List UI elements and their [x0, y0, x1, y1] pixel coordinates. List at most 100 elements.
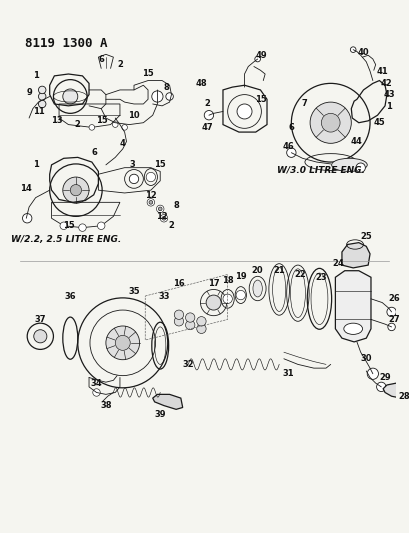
- Circle shape: [34, 330, 47, 343]
- Text: 12: 12: [156, 212, 168, 221]
- Circle shape: [355, 163, 364, 172]
- Text: 2: 2: [168, 221, 174, 230]
- Circle shape: [70, 184, 81, 196]
- Ellipse shape: [331, 158, 366, 172]
- Circle shape: [387, 323, 394, 330]
- Ellipse shape: [252, 280, 262, 297]
- Text: 9: 9: [26, 88, 32, 97]
- Text: 27: 27: [388, 315, 399, 324]
- Text: 16: 16: [173, 279, 184, 288]
- Text: 10: 10: [128, 111, 139, 120]
- Text: 7: 7: [301, 100, 307, 109]
- Text: 15: 15: [254, 95, 266, 104]
- Text: 6: 6: [288, 123, 294, 132]
- Circle shape: [236, 290, 245, 300]
- Text: 1: 1: [33, 71, 38, 80]
- Text: 49: 49: [255, 51, 267, 60]
- Circle shape: [63, 177, 89, 203]
- Circle shape: [350, 47, 355, 52]
- Ellipse shape: [343, 323, 362, 334]
- Circle shape: [204, 110, 213, 120]
- Polygon shape: [382, 383, 405, 398]
- Circle shape: [146, 172, 155, 182]
- Circle shape: [376, 382, 385, 392]
- Text: 47: 47: [201, 123, 212, 132]
- Circle shape: [321, 114, 339, 132]
- Text: 8119 1300 A: 8119 1300 A: [25, 37, 108, 50]
- Circle shape: [222, 294, 232, 303]
- Text: 45: 45: [373, 118, 384, 127]
- Circle shape: [158, 207, 162, 211]
- Polygon shape: [153, 394, 182, 409]
- Text: 6: 6: [98, 54, 104, 63]
- Circle shape: [151, 91, 163, 102]
- Circle shape: [309, 102, 351, 143]
- Text: 2: 2: [117, 60, 123, 69]
- Text: 2: 2: [204, 100, 209, 109]
- Circle shape: [174, 310, 183, 319]
- Circle shape: [38, 86, 46, 94]
- Circle shape: [206, 295, 220, 310]
- Text: 15: 15: [142, 69, 153, 78]
- Circle shape: [286, 148, 295, 157]
- Text: 14: 14: [20, 184, 32, 193]
- Text: 1: 1: [33, 160, 38, 169]
- Circle shape: [121, 125, 127, 130]
- Text: 3: 3: [129, 160, 135, 169]
- Text: 33: 33: [158, 292, 169, 301]
- Circle shape: [196, 324, 206, 334]
- Circle shape: [160, 214, 167, 222]
- Circle shape: [106, 326, 139, 360]
- Circle shape: [115, 335, 130, 350]
- Circle shape: [165, 93, 173, 100]
- Text: 19: 19: [234, 272, 246, 281]
- Circle shape: [366, 368, 378, 379]
- Text: 30: 30: [360, 354, 371, 364]
- Circle shape: [92, 389, 100, 396]
- Text: 23: 23: [315, 273, 326, 282]
- Circle shape: [129, 174, 138, 183]
- Text: 13: 13: [51, 116, 63, 125]
- Circle shape: [156, 205, 164, 213]
- Text: 18: 18: [221, 276, 233, 285]
- Text: 29: 29: [378, 373, 390, 382]
- Circle shape: [236, 104, 252, 119]
- Text: 48: 48: [195, 79, 207, 88]
- Text: 15: 15: [96, 116, 108, 125]
- Text: 8: 8: [173, 200, 179, 209]
- Circle shape: [89, 125, 94, 130]
- Circle shape: [112, 122, 118, 127]
- Text: W/3.0 LITRE ENG.: W/3.0 LITRE ENG.: [277, 165, 364, 174]
- Text: 32: 32: [182, 360, 193, 369]
- Circle shape: [38, 100, 46, 108]
- Text: 11: 11: [32, 107, 44, 116]
- Text: 46: 46: [282, 142, 294, 151]
- Circle shape: [174, 317, 183, 326]
- Circle shape: [185, 320, 194, 330]
- Text: 36: 36: [64, 292, 76, 301]
- Circle shape: [79, 224, 86, 231]
- Polygon shape: [341, 243, 369, 268]
- Text: 35: 35: [128, 287, 139, 296]
- Text: 26: 26: [388, 294, 399, 303]
- Circle shape: [97, 222, 105, 230]
- Text: 21: 21: [273, 266, 284, 275]
- Text: 22: 22: [294, 270, 306, 279]
- Circle shape: [254, 56, 260, 62]
- Text: 28: 28: [397, 392, 409, 401]
- Text: 44: 44: [350, 137, 362, 146]
- Text: 41: 41: [375, 67, 387, 76]
- Text: 34: 34: [90, 378, 102, 387]
- Circle shape: [386, 307, 396, 317]
- Circle shape: [162, 216, 165, 220]
- Text: 2: 2: [75, 120, 81, 129]
- Circle shape: [38, 93, 46, 100]
- Text: 42: 42: [380, 79, 392, 88]
- Text: 43: 43: [383, 90, 395, 99]
- Text: 12: 12: [145, 191, 156, 200]
- Polygon shape: [335, 271, 370, 342]
- Text: 39: 39: [154, 410, 166, 419]
- Circle shape: [196, 317, 206, 326]
- Text: 15: 15: [63, 221, 74, 230]
- Text: 31: 31: [282, 369, 294, 378]
